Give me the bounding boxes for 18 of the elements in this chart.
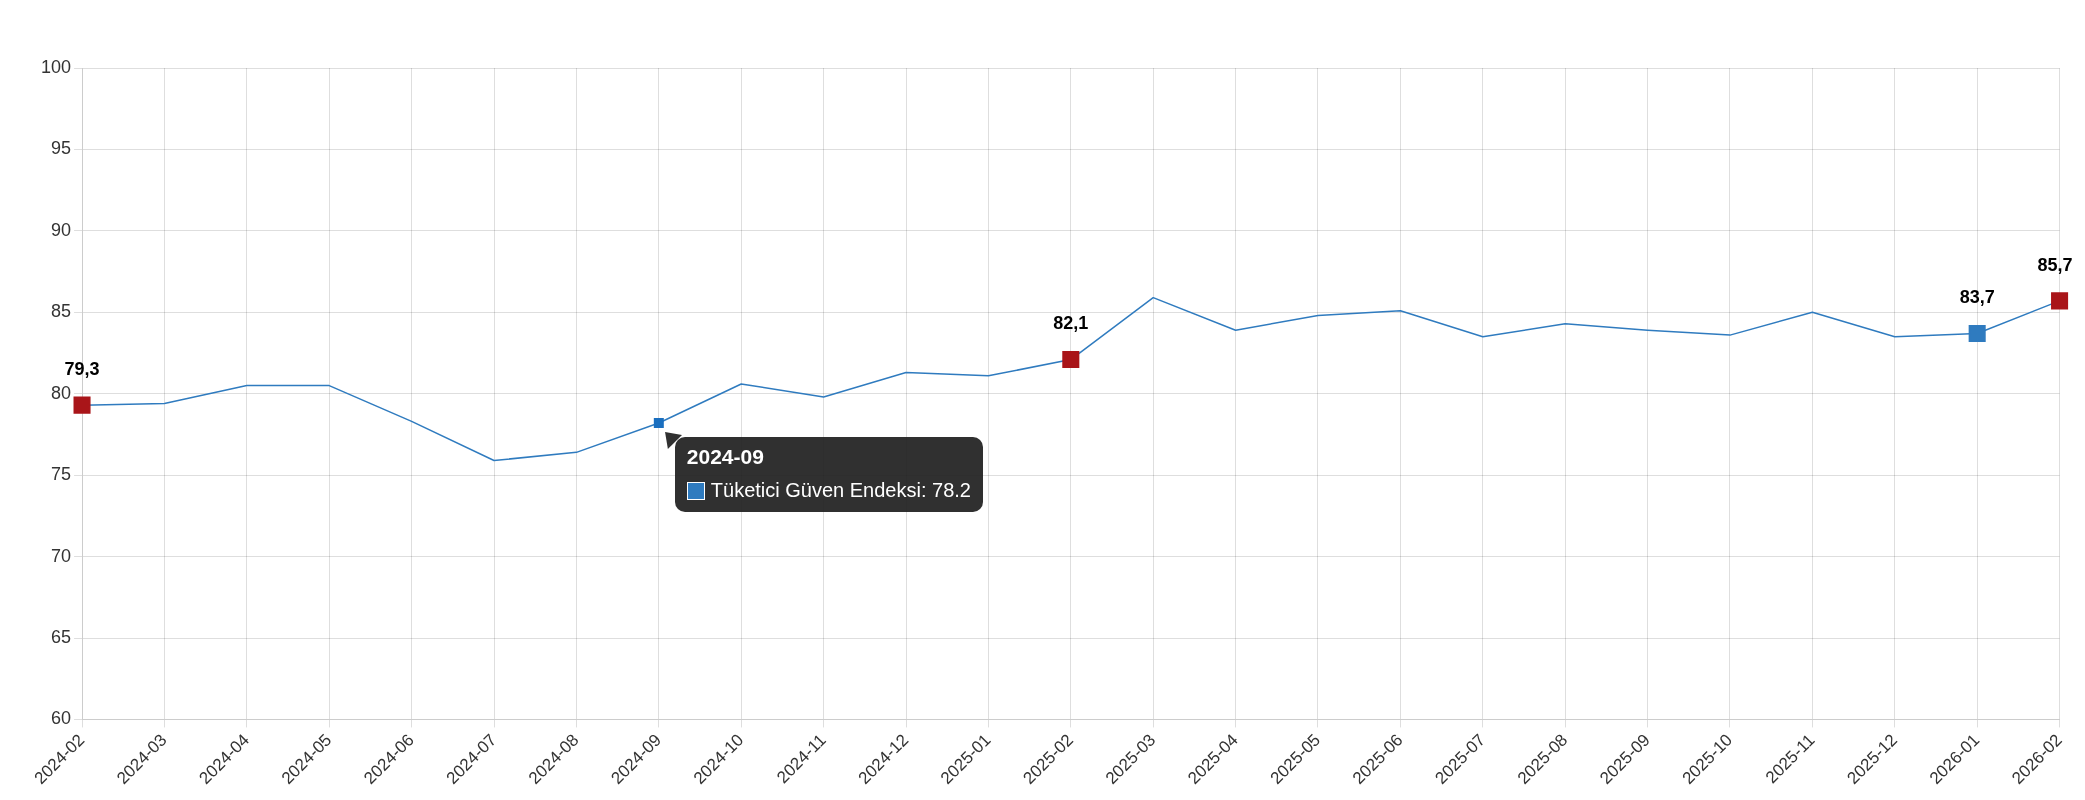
y-tick-label: 70 xyxy=(51,545,72,566)
y-tick-label: 100 xyxy=(40,56,72,77)
y-tick-label: 80 xyxy=(51,382,72,403)
data-label: 85,7 xyxy=(2037,254,2073,275)
point xyxy=(1968,324,1986,342)
y-tick-label: 75 xyxy=(51,464,72,485)
annotation: 2024-09 Tüketici Güven Endeksi: 78.2 xyxy=(686,445,971,503)
point xyxy=(2051,292,2069,310)
data-label: 79,3 xyxy=(64,359,100,380)
y-tick-label: 85 xyxy=(51,301,72,322)
point xyxy=(1062,351,1080,369)
data-label: 82,1 xyxy=(1053,313,1089,334)
y-tick-label: 90 xyxy=(51,219,72,240)
y-tick-label: 60 xyxy=(51,708,72,729)
point xyxy=(73,396,91,414)
data-label: 83,7 xyxy=(1959,287,1995,308)
y-tick-label: 65 xyxy=(51,627,72,647)
y-tick-label: 95 xyxy=(51,138,72,159)
